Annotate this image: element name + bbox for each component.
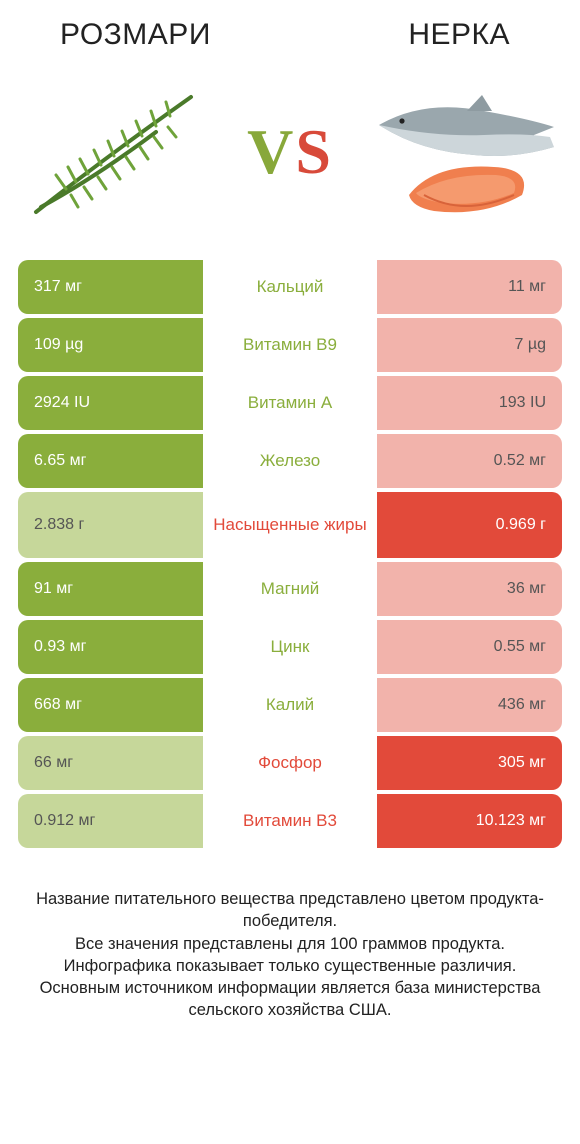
nutrient-label: Калий [203,678,377,732]
left-value: 66 мг [18,736,203,790]
nutrient-label: Кальций [203,260,377,314]
nutrient-row: 2.838 гНасыщенные жиры0.969 г [18,492,562,558]
left-value: 91 мг [18,562,203,616]
nutrient-label: Витамин A [203,376,377,430]
rosemary-icon [16,77,216,227]
nutrient-row: 668 мгКалий436 мг [18,678,562,732]
nutrient-label: Цинк [203,620,377,674]
footer-line: Инфографика показывает только существенн… [22,955,558,977]
nutrient-row: 6.65 мгЖелезо0.52 мг [18,434,562,488]
right-value: 36 мг [377,562,562,616]
nutrient-row: 66 мгФосфор305 мг [18,736,562,790]
footer-line: Все значения представлены для 100 граммо… [22,933,558,955]
left-value: 109 µg [18,318,203,372]
nutrient-table: 317 мгКальций11 мг109 µgВитамин B97 µg29… [0,260,580,848]
vs-label: VS [247,115,333,189]
left-product-title: РОЗМАРИ [60,18,211,52]
nutrient-label: Фосфор [203,736,377,790]
footer-line: Название питательного вещества представл… [22,888,558,933]
right-product-title: НЕРКА [408,18,510,52]
right-value: 193 IU [377,376,562,430]
right-value: 0.52 мг [377,434,562,488]
nutrient-label: Железо [203,434,377,488]
footer-line: Основным источником информации является … [22,977,558,1022]
nutrient-row: 317 мгКальций11 мг [18,260,562,314]
nutrient-label: Насыщенные жиры [203,492,377,558]
vs-s: S [295,116,333,187]
footer-notes: Название питательного вещества представл… [0,852,580,1022]
right-value: 436 мг [377,678,562,732]
left-value: 317 мг [18,260,203,314]
nutrient-row: 2924 IUВитамин A193 IU [18,376,562,430]
right-value: 10.123 мг [377,794,562,848]
nutrient-row: 0.93 мгЦинк0.55 мг [18,620,562,674]
vs-v: V [247,116,295,187]
right-product-image [364,77,564,227]
nutrient-row: 109 µgВитамин B97 µg [18,318,562,372]
nutrient-label: Витамин B9 [203,318,377,372]
left-value: 0.912 мг [18,794,203,848]
left-product-image [16,77,216,227]
nutrient-row: 0.912 мгВитамин B310.123 мг [18,794,562,848]
hero-row: VS [0,60,580,260]
right-value: 305 мг [377,736,562,790]
right-value: 7 µg [377,318,562,372]
left-value: 0.93 мг [18,620,203,674]
left-value: 668 мг [18,678,203,732]
salmon-icon [364,77,564,227]
right-value: 0.55 мг [377,620,562,674]
nutrient-row: 91 мгМагний36 мг [18,562,562,616]
product-titles: РОЗМАРИ НЕРКА [0,0,580,60]
left-value: 6.65 мг [18,434,203,488]
nutrient-label: Витамин B3 [203,794,377,848]
left-value: 2924 IU [18,376,203,430]
right-value: 0.969 г [377,492,562,558]
nutrient-label: Магний [203,562,377,616]
right-value: 11 мг [377,260,562,314]
left-value: 2.838 г [18,492,203,558]
